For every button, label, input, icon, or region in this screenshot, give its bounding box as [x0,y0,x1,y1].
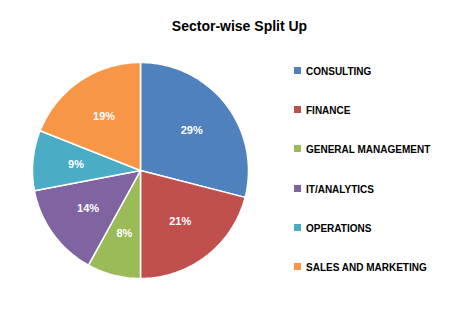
svg-text:9%: 9% [68,158,84,170]
svg-text:14%: 14% [77,202,99,214]
svg-text:19%: 19% [93,110,115,122]
svg-text:29%: 29% [181,124,203,136]
html-text:GENERAL MANAGEMENT: GENERAL MANAGEMENT [306,144,431,156]
svg-text:21%: 21% [169,215,191,227]
html-text:IT/ANALYTICS: IT/ANALYTICS [306,183,374,195]
html-text:CONSULTING: CONSULTING [306,66,372,77]
html-text:FINANCE: FINANCE [306,105,351,117]
html-text:Sector-wise Split Up: Sector-wise Split Up [171,18,308,34]
html-text:OPERATIONS: OPERATIONS [306,222,372,234]
html-text:SALES AND MARKETING: SALES AND MARKETING [306,262,427,273]
svg-text:8%: 8% [116,227,132,239]
